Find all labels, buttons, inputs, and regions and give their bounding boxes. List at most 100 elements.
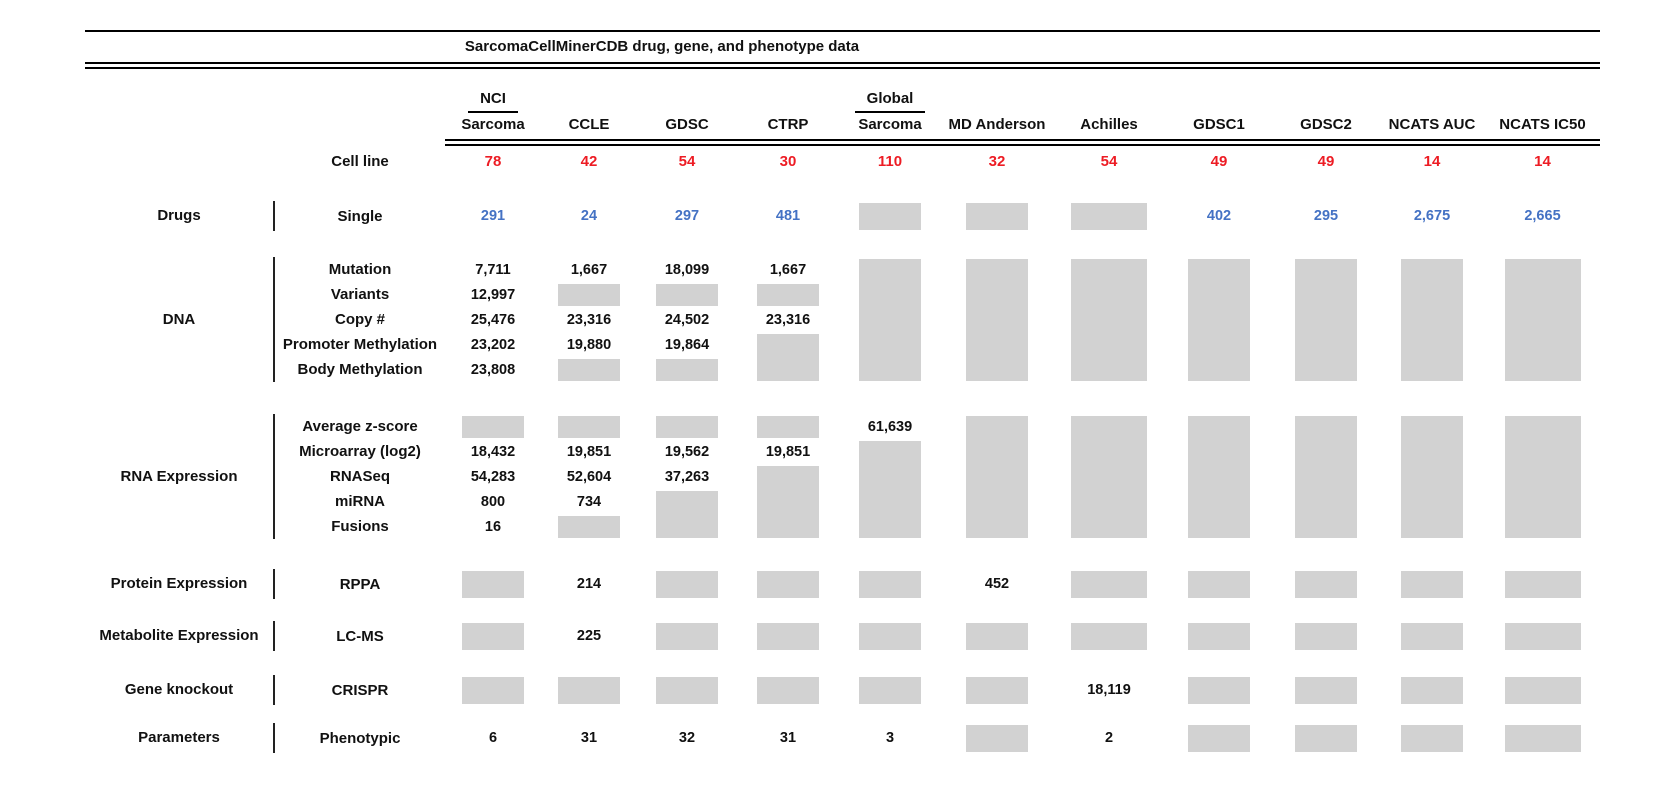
block-rna-expression: RNA Expression Average z-score Microarray … <box>85 414 1600 539</box>
missing-data-box <box>462 622 524 650</box>
cell-line-count-gdsc: 54 <box>678 152 696 170</box>
row-category: Metabolite Expression <box>85 621 275 651</box>
missing-data-box <box>1188 258 1250 381</box>
cell-line-count-gdsc1: 49 <box>1210 152 1228 170</box>
cell-value: 214 <box>576 576 602 592</box>
row-label: Mutation <box>328 261 392 278</box>
missing-data-box <box>1071 258 1147 381</box>
column-header-md-anderson: MD Anderson <box>941 85 1053 137</box>
cell-value: 402 <box>1206 208 1232 224</box>
cell-value: 19,880 <box>566 336 612 353</box>
missing-data-box <box>757 570 819 598</box>
cell-line-count-gdsc2: 49 <box>1317 152 1335 170</box>
cell-value: 54,283 <box>470 468 516 485</box>
missing-data-box <box>1188 415 1250 538</box>
cell-value: 291 <box>480 208 506 224</box>
row-label: Copy # <box>334 311 385 328</box>
cell-value: 31 <box>580 730 598 746</box>
missing-data-box <box>1295 415 1357 538</box>
title-bottom-rule <box>85 62 1600 69</box>
table-body: Drugs Single 291 24 297 481 402 295 2,675 2,665 DN… <box>85 201 1600 753</box>
block-drugs: Drugs Single 291 24 297 481 402 295 2,675 2,665 <box>85 201 1600 231</box>
cell-value: 1,667 <box>769 261 807 278</box>
cell-line-label: Cell line <box>331 152 389 170</box>
column-header-row: NCI Sarcoma CCLE GDSC CTRP Global Sarcoma MD An… <box>85 85 1600 177</box>
column-header-ctrp: CTRP <box>737 85 839 137</box>
missing-data-box <box>1504 258 1581 381</box>
missing-data-box <box>656 283 718 306</box>
row-label: LC-MS <box>336 627 384 645</box>
cell-value: 19,851 <box>765 443 811 460</box>
missing-data-box <box>1504 570 1581 598</box>
cell-value: 2 <box>1104 730 1114 746</box>
row-label: Variants <box>330 286 390 303</box>
cell-value: 19,851 <box>566 443 612 460</box>
row-category: Drugs <box>85 201 275 231</box>
missing-data-box <box>757 283 819 306</box>
missing-data-box <box>656 490 718 538</box>
row-category: Protein Expression <box>85 569 275 599</box>
missing-data-box <box>966 202 1028 230</box>
cell-value: 12,997 <box>470 286 516 303</box>
cell-value: 19,864 <box>664 336 710 353</box>
column-header-gdsc: GDSC <box>637 85 737 137</box>
missing-data-box <box>1295 724 1357 752</box>
cell-line-count-md-anderson: 32 <box>988 152 1006 170</box>
missing-data-box <box>966 724 1028 752</box>
missing-data-box <box>1504 415 1581 538</box>
missing-data-box <box>1295 676 1357 704</box>
cell-value: 24 <box>580 208 598 224</box>
cell-value: 18,099 <box>664 261 710 278</box>
missing-data-box <box>966 622 1028 650</box>
cell-value: 225 <box>576 628 602 644</box>
missing-data-box <box>1295 622 1357 650</box>
block-gene-knockout: Gene knockout CRISPR 18,119 <box>85 675 1600 705</box>
missing-data-box <box>1401 676 1463 704</box>
cell-value: 37,263 <box>664 468 710 485</box>
header-bottom-rule <box>445 139 1600 146</box>
column-header-top-nci-sarcoma: NCI <box>468 87 518 113</box>
row-label: Fusions <box>331 518 389 535</box>
cell-value: 18,119 <box>1087 682 1131 698</box>
missing-data-box <box>1295 258 1357 381</box>
missing-data-box <box>1401 415 1463 538</box>
missing-data-box <box>558 415 620 438</box>
missing-data-box <box>859 258 921 381</box>
missing-data-box <box>1071 202 1147 230</box>
cell-value: 31 <box>779 730 797 746</box>
row-category: DNA <box>85 257 275 382</box>
cell-value: 2,675 <box>1413 208 1451 224</box>
row-category: Parameters <box>85 723 275 753</box>
missing-data-box <box>558 515 620 538</box>
cell-value: 3 <box>885 730 895 746</box>
cell-value: 297 <box>674 208 700 224</box>
row-label: RPPA <box>339 575 381 593</box>
row-label: miRNA <box>334 493 385 510</box>
missing-data-box <box>558 283 620 306</box>
missing-data-box <box>966 258 1028 381</box>
top-rule <box>85 30 1600 32</box>
row-label: Microarray (log2) <box>299 443 421 460</box>
missing-data-box <box>1295 570 1357 598</box>
missing-data-box <box>859 622 921 650</box>
missing-data-box <box>757 622 819 650</box>
missing-data-box <box>859 440 921 538</box>
column-header-label: GDSC1 <box>1193 116 1245 133</box>
cell-value: 734 <box>576 493 602 510</box>
cell-value: 18,432 <box>470 443 516 460</box>
missing-data-box <box>757 676 819 704</box>
column-header-label: Sarcoma <box>858 116 922 133</box>
cell-value: 23,202 <box>470 336 516 353</box>
cell-line-count-global-sarcoma: 110 <box>877 152 903 170</box>
column-header-label: NCATS IC50 <box>1499 116 1586 133</box>
data-availability-table: SarcomaCellMinerCDB drug, gene, and phen… <box>85 30 1600 753</box>
missing-data-box <box>757 415 819 438</box>
missing-data-box <box>656 570 718 598</box>
row-label: Single <box>337 207 383 225</box>
missing-data-box <box>1401 724 1463 752</box>
row-category: RNA Expression <box>85 414 275 539</box>
missing-data-box <box>1188 724 1250 752</box>
cell-line-count-ncats-auc: 14 <box>1423 152 1441 170</box>
block-parameters: Parameters Phenotypic 6 31 32 31 3 2 <box>85 723 1600 753</box>
missing-data-box <box>757 465 819 538</box>
